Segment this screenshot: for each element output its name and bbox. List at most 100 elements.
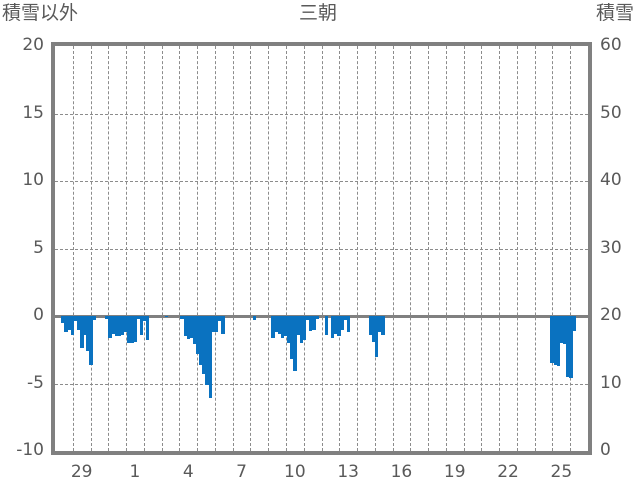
bar <box>130 316 134 343</box>
gridline-vertical <box>72 46 74 451</box>
gridline-vertical <box>126 46 128 451</box>
gridline-vertical <box>499 46 501 451</box>
gridline-vertical <box>303 46 305 451</box>
bar <box>64 316 68 333</box>
bar <box>92 316 97 321</box>
bar <box>117 316 122 337</box>
bar <box>572 316 576 331</box>
bar <box>164 316 169 318</box>
bar <box>70 316 75 335</box>
bar <box>337 316 341 337</box>
bar <box>192 316 197 345</box>
bar <box>305 316 310 321</box>
y-axis-left-tick-label: 0 <box>33 305 44 325</box>
bar <box>83 316 87 335</box>
bar <box>346 316 351 333</box>
y-axis-right-tick-label: 30 <box>600 237 622 258</box>
bar <box>136 316 141 319</box>
y-axis-left-tick-label: -10 <box>16 440 44 460</box>
bar <box>111 316 115 334</box>
bar <box>199 316 203 365</box>
gridline-vertical <box>463 46 465 451</box>
bar <box>108 316 112 338</box>
x-axis-tick-label: 19 <box>443 462 466 482</box>
right-axis-unit-label: 積雪 <box>595 2 634 24</box>
bar <box>343 316 347 321</box>
bar <box>76 316 81 330</box>
bar <box>559 316 564 343</box>
gridline-vertical <box>339 46 341 451</box>
gridline-vertical <box>232 46 234 451</box>
gridline-vertical <box>108 46 110 451</box>
gridline-vertical <box>321 46 323 451</box>
bar <box>86 316 90 352</box>
gridline-vertical <box>552 46 554 451</box>
bar <box>569 316 573 379</box>
bar <box>142 316 147 322</box>
bar <box>133 316 137 342</box>
bar <box>196 316 200 354</box>
bar <box>205 316 210 385</box>
bar <box>61 316 65 323</box>
gridline-vertical <box>516 46 518 451</box>
bar <box>145 316 150 341</box>
bar <box>274 316 278 333</box>
bar <box>330 316 335 338</box>
y-axis-left-tick-label: 5 <box>33 237 44 258</box>
y-axis-right-tick-label: 60 <box>600 35 622 55</box>
left-axis-unit-label: 積雪以外 <box>2 2 79 24</box>
gridline-vertical <box>392 46 394 451</box>
bar <box>277 316 282 334</box>
x-axis-tick-label: 25 <box>550 462 573 482</box>
gridline-vertical <box>570 46 572 451</box>
bar <box>80 316 84 349</box>
bar <box>127 316 131 343</box>
bar <box>283 316 288 337</box>
bar <box>271 316 275 338</box>
bar <box>208 316 213 399</box>
bar <box>73 316 78 322</box>
x-axis-tick-label: 1 <box>129 462 141 482</box>
gridline-vertical <box>179 46 181 451</box>
bar <box>324 316 329 335</box>
gridline-vertical <box>161 46 163 451</box>
y-axis-left-tick-label: 10 <box>22 170 44 190</box>
gridline-vertical <box>410 46 412 451</box>
x-axis-tick-label: 7 <box>236 462 247 482</box>
gridline-vertical <box>285 46 287 451</box>
gridline-vertical <box>268 46 270 451</box>
gridline-vertical <box>428 46 430 451</box>
bar <box>120 316 125 335</box>
bar <box>139 316 144 335</box>
y-axis-left-tick-label: 15 <box>22 102 44 123</box>
bar-series <box>55 46 588 451</box>
gridline-vertical <box>534 46 536 451</box>
y-axis-right-tick-label: 50 <box>600 102 622 123</box>
bar <box>371 316 376 342</box>
gridline-vertical <box>357 46 359 451</box>
plot-area <box>51 42 592 455</box>
x-axis-tick-label: 13 <box>337 462 359 482</box>
bar <box>368 316 373 335</box>
bar <box>114 316 119 337</box>
bar <box>290 316 294 360</box>
gridline-vertical <box>90 46 92 451</box>
y-axis-right-tick-label: 20 <box>600 305 622 325</box>
bar <box>211 316 216 333</box>
y-axis-right-tick-label: 10 <box>600 372 622 393</box>
bar <box>550 316 554 364</box>
bar <box>340 316 344 330</box>
bar <box>315 316 319 319</box>
bar <box>566 316 570 377</box>
gridline-vertical <box>445 46 447 451</box>
bar <box>296 316 300 335</box>
bar <box>221 316 225 334</box>
bar <box>252 316 257 321</box>
y-axis-right-tick-label: 0 <box>600 440 611 460</box>
bar <box>123 316 128 333</box>
bar <box>67 316 72 330</box>
gridline-vertical <box>143 46 145 451</box>
x-axis-tick-label: 4 <box>182 462 194 482</box>
gridline-vertical <box>250 46 252 451</box>
